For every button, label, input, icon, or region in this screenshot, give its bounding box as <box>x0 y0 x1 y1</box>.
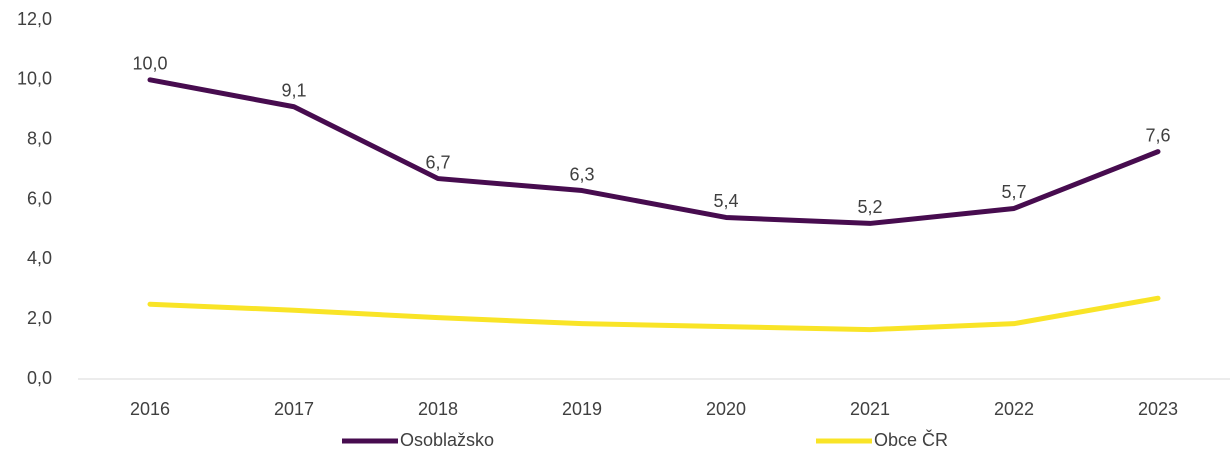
data-label: 5,4 <box>713 191 738 211</box>
legend-label: Obce ČR <box>874 429 948 450</box>
x-tick-label: 2016 <box>130 399 170 419</box>
data-label: 10,0 <box>132 54 167 74</box>
x-tick-label: 2020 <box>706 399 746 419</box>
x-tick-label: 2021 <box>850 399 890 419</box>
data-label: 5,7 <box>1001 182 1026 202</box>
data-label: 6,7 <box>425 152 450 172</box>
series-line <box>147 77 1161 226</box>
x-tick-label: 2022 <box>994 399 1034 419</box>
series-line <box>147 295 1161 333</box>
x-tick-label: 2017 <box>274 399 314 419</box>
data-label: 5,2 <box>857 197 882 217</box>
x-tick-label: 2018 <box>418 399 458 419</box>
y-tick-label: 4,0 <box>27 248 52 268</box>
data-label: 7,6 <box>1145 125 1170 145</box>
legend-label: Osoblažsko <box>400 430 494 450</box>
x-tick-label: 2023 <box>1138 399 1178 419</box>
data-label: 9,1 <box>281 81 306 101</box>
y-tick-label: 2,0 <box>27 308 52 328</box>
y-tick-label: 6,0 <box>27 188 52 208</box>
data-label: 6,3 <box>569 164 594 184</box>
y-tick-label: 10,0 <box>17 69 52 89</box>
x-tick-label: 2019 <box>562 399 602 419</box>
y-tick-label: 12,0 <box>17 9 52 29</box>
y-tick-label: 0,0 <box>27 368 52 388</box>
y-tick-label: 8,0 <box>27 128 52 148</box>
